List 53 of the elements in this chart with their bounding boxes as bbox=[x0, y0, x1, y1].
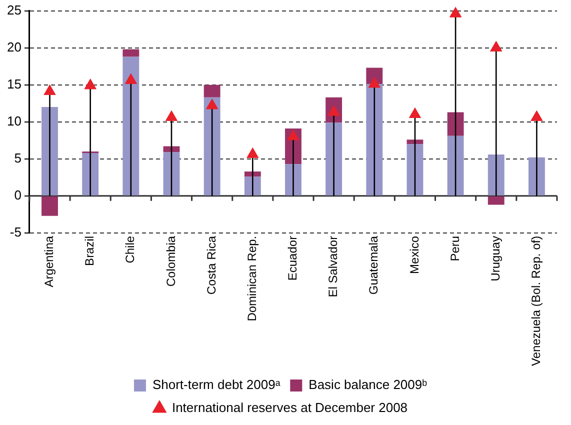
bar bbox=[42, 107, 58, 196]
point bbox=[206, 99, 218, 110]
bar bbox=[406, 140, 424, 144]
point bbox=[450, 7, 462, 18]
point bbox=[409, 108, 421, 118]
bar bbox=[528, 157, 545, 196]
bar bbox=[163, 152, 180, 196]
y-tick-label: 20 bbox=[6, 39, 22, 54]
bar bbox=[122, 49, 140, 57]
x-tick-label: Chile bbox=[123, 236, 138, 264]
x-tick-label: Guatemala bbox=[366, 236, 381, 295]
legend-label: Basic balance 2009ᵇ bbox=[308, 377, 428, 392]
bar bbox=[244, 176, 261, 196]
x-tick-label: Brazil bbox=[82, 236, 97, 266]
point bbox=[44, 85, 56, 96]
bar bbox=[488, 196, 504, 205]
point bbox=[531, 110, 542, 121]
bar bbox=[122, 56, 140, 196]
point bbox=[84, 79, 96, 90]
point bbox=[368, 78, 380, 88]
x-tick-label: El Salvador bbox=[326, 236, 340, 298]
x-tick-label: Uruguay bbox=[488, 236, 502, 282]
x-tick-label: Argentina bbox=[42, 236, 56, 288]
y-tick-label: 5 bbox=[14, 150, 22, 166]
y-tick-label: 15 bbox=[6, 76, 22, 92]
legend-label: International reserves at December 2008 bbox=[172, 400, 408, 416]
x-tick-label: Dominican Rep. bbox=[244, 236, 259, 322]
bar bbox=[447, 136, 464, 196]
bar bbox=[42, 196, 58, 216]
bar bbox=[285, 164, 302, 196]
x-tick-label: Peru bbox=[448, 236, 462, 262]
x-tick-label: Costa Rica bbox=[204, 236, 218, 295]
point bbox=[288, 130, 299, 140]
bar bbox=[326, 122, 342, 196]
y-tick-label: -5 bbox=[10, 224, 22, 240]
y-tick-label: 25 bbox=[6, 2, 22, 18]
point bbox=[166, 110, 178, 121]
bar bbox=[204, 84, 220, 98]
point bbox=[490, 41, 502, 52]
bar bbox=[82, 152, 99, 196]
y-tick-label: 0 bbox=[14, 187, 22, 202]
bar bbox=[204, 97, 220, 196]
bar bbox=[406, 144, 424, 196]
legend-label: Short-term debt 2009ᵃ bbox=[152, 377, 280, 392]
bar bbox=[488, 154, 504, 196]
bar bbox=[447, 112, 464, 136]
x-tick-label: Ecuador bbox=[286, 236, 300, 281]
point bbox=[246, 148, 258, 158]
y-tick-label: 10 bbox=[6, 113, 22, 128]
x-tick-label: Colombia bbox=[164, 236, 178, 287]
x-tick-label: Mexico bbox=[407, 236, 422, 274]
point bbox=[125, 74, 137, 84]
x-tick-label: Venezuela (Bol. Rep. of) bbox=[529, 236, 544, 366]
